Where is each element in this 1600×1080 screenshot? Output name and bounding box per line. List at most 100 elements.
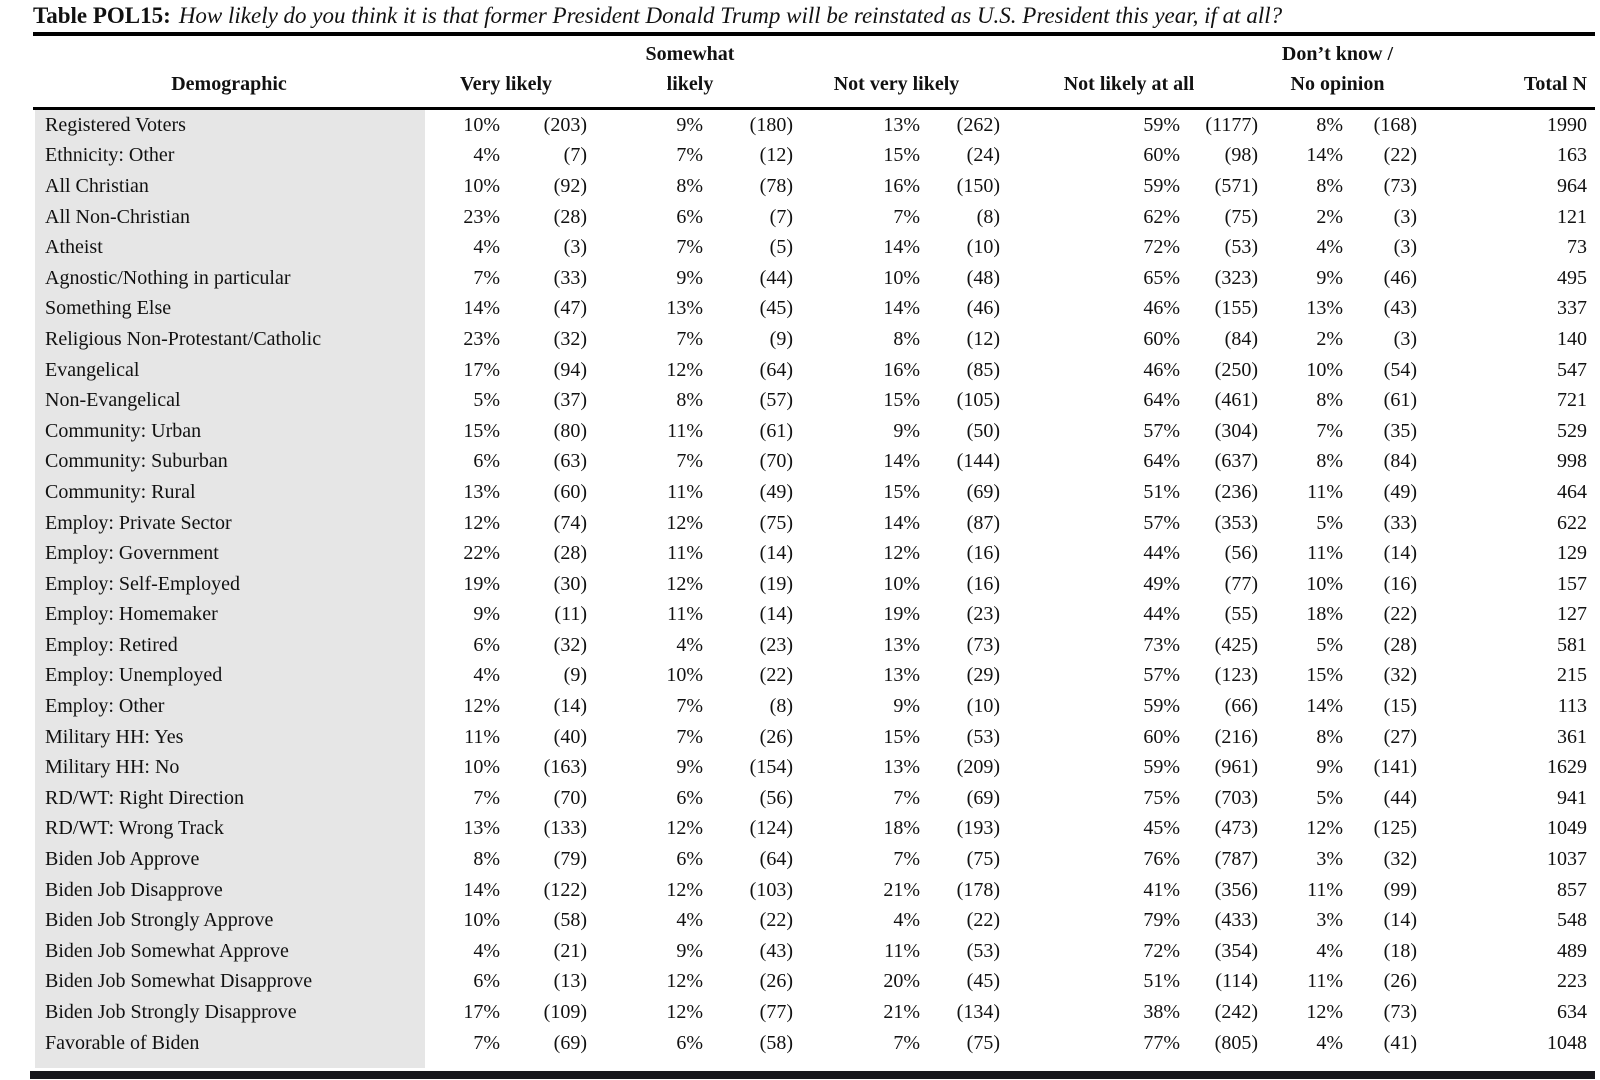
count-cell: (58) — [553, 909, 587, 932]
count-cell: (75) — [966, 1031, 1000, 1054]
percent-cell: 6% — [676, 786, 703, 809]
percent-cell: 12% — [666, 358, 703, 381]
table-row: Agnostic/Nothing in particular 7% (33) 9% (4… — [33, 263, 1595, 294]
count-cell: (141) — [1373, 756, 1417, 779]
count-cell: (353) — [1214, 511, 1258, 534]
percent-cell: 5% — [1316, 786, 1343, 809]
total-n-cell: 113 — [1557, 695, 1587, 718]
percent-cell: 11% — [1307, 480, 1343, 503]
header-rule — [33, 107, 1595, 110]
count-cell: (12) — [966, 327, 1000, 350]
percent-cell: 10% — [883, 572, 920, 595]
percent-cell: 4% — [473, 236, 500, 259]
count-cell: (805) — [1214, 1031, 1258, 1054]
percent-cell: 6% — [473, 633, 500, 656]
percent-cell: 11% — [884, 939, 920, 962]
count-cell: (123) — [1214, 664, 1258, 687]
percent-cell: 13% — [666, 297, 703, 320]
percent-cell: 57% — [1143, 664, 1180, 687]
count-cell: (28) — [1383, 633, 1417, 656]
percent-cell: 13% — [463, 817, 500, 840]
count-cell: (53) — [966, 725, 1000, 748]
table-row: Employ: Other 12% (14) 7% (8) 9% (10) 59% (66) 14… — [33, 691, 1595, 722]
total-n-cell: 547 — [1557, 358, 1587, 381]
table-row: Biden Job Somewhat Disapprove 6% (13) 12% (2… — [33, 967, 1595, 998]
total-n-cell: 223 — [1557, 970, 1587, 993]
percent-cell: 45% — [1143, 817, 1180, 840]
demographic-cell: Biden Job Strongly Approve — [45, 909, 274, 932]
table-row: Ethnicity: Other 4% (7) 7% (12) 15% (24) 60% (98… — [33, 141, 1595, 172]
demographic-cell: Evangelical — [45, 358, 140, 381]
percent-cell: 8% — [1316, 725, 1343, 748]
table-row: Something Else 14% (47) 13% (45) 14% (46) 46% (1… — [33, 294, 1595, 325]
count-cell: (32) — [553, 327, 587, 350]
percent-cell: 59% — [1143, 695, 1180, 718]
percent-cell: 10% — [1306, 358, 1343, 381]
count-cell: (16) — [1383, 572, 1417, 595]
count-cell: (69) — [553, 1031, 587, 1054]
percent-cell: 7% — [676, 144, 703, 167]
demographic-cell: Religious Non-Protestant/Catholic — [45, 327, 322, 350]
count-cell: (433) — [1214, 909, 1258, 932]
percent-cell: 9% — [893, 695, 920, 718]
count-cell: (19) — [759, 572, 793, 595]
percent-cell: 13% — [883, 756, 920, 779]
percent-cell: 2% — [1316, 327, 1343, 350]
percent-cell: 19% — [463, 572, 500, 595]
column-header-not-likely-at-all: Not likely at all — [1063, 73, 1195, 95]
count-cell: (262) — [956, 113, 1000, 136]
count-cell: (16) — [966, 572, 1000, 595]
count-cell: (3) — [1393, 327, 1417, 350]
percent-cell: 8% — [473, 848, 500, 871]
percent-cell: 8% — [893, 327, 920, 350]
count-cell: (134) — [956, 1001, 1000, 1024]
percent-cell: 17% — [463, 358, 500, 381]
percent-cell: 57% — [1143, 419, 1180, 442]
total-n-cell: 998 — [1557, 450, 1587, 473]
row-label-background — [35, 110, 425, 1068]
count-cell: (11) — [554, 603, 587, 626]
demographic-cell: Biden Job Somewhat Disapprove — [45, 970, 313, 993]
demographic-cell: RD/WT: Right Direction — [45, 786, 244, 809]
count-cell: (28) — [553, 205, 587, 228]
demographic-cell: All Christian — [45, 174, 149, 197]
percent-cell: 11% — [667, 419, 703, 442]
count-cell: (26) — [759, 970, 793, 993]
count-cell: (122) — [543, 878, 587, 901]
percent-cell: 79% — [1143, 909, 1180, 932]
count-cell: (22) — [1383, 603, 1417, 626]
percent-cell: 7% — [473, 266, 500, 289]
percent-cell: 11% — [1307, 970, 1343, 993]
count-cell: (3) — [1393, 236, 1417, 259]
demographic-cell: Community: Suburban — [45, 450, 228, 473]
count-cell: (787) — [1214, 848, 1258, 871]
count-cell: (80) — [553, 419, 587, 442]
count-cell: (61) — [1383, 389, 1417, 412]
percent-cell: 4% — [893, 909, 920, 932]
count-cell: (10) — [966, 236, 1000, 259]
count-cell: (3) — [563, 236, 587, 259]
count-cell: (94) — [553, 358, 587, 381]
count-cell: (70) — [553, 786, 587, 809]
percent-cell: 15% — [883, 389, 920, 412]
total-n-cell: 121 — [1557, 205, 1587, 228]
percent-cell: 6% — [473, 970, 500, 993]
report-page: Table POL15: How likely do you think it i… — [30, 2, 1595, 1079]
percent-cell: 3% — [1316, 909, 1343, 932]
demographic-cell: Biden Job Strongly Disapprove — [45, 1001, 297, 1024]
total-n-cell: 163 — [1557, 144, 1587, 167]
demographic-cell: Employ: Government — [45, 542, 219, 565]
percent-cell: 22% — [463, 542, 500, 565]
demographic-cell: Biden Job Disapprove — [45, 878, 223, 901]
percent-cell: 8% — [676, 389, 703, 412]
percent-cell: 11% — [667, 480, 703, 503]
percent-cell: 10% — [1306, 572, 1343, 595]
count-cell: (22) — [1383, 144, 1417, 167]
total-n-cell: 964 — [1557, 174, 1587, 197]
percent-cell: 15% — [883, 725, 920, 748]
count-cell: (703) — [1214, 786, 1258, 809]
table-header-row: Demographic Very likely Somewhat likely … — [33, 36, 1595, 107]
count-cell: (58) — [759, 1031, 793, 1054]
percent-cell: 62% — [1143, 205, 1180, 228]
demographic-cell: Biden Job Approve — [45, 848, 200, 871]
